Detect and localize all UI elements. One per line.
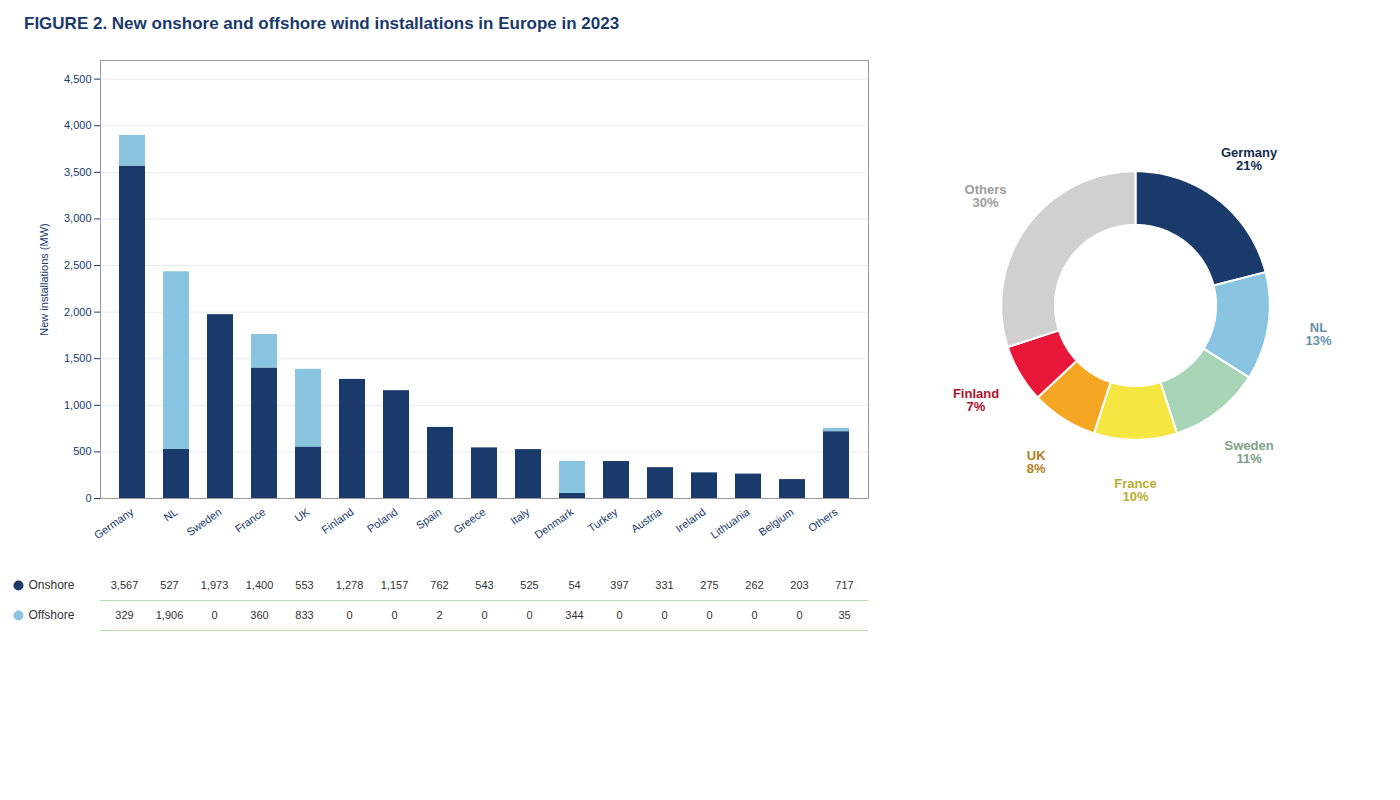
svg-text:762: 762: [430, 579, 448, 591]
svg-text:Denmark: Denmark: [532, 505, 576, 541]
svg-text:0: 0: [616, 609, 622, 621]
svg-text:1,000: 1,000: [64, 399, 92, 411]
svg-text:1,400: 1,400: [246, 579, 274, 591]
svg-text:Sweden: Sweden: [184, 505, 223, 538]
svg-text:553: 553: [295, 579, 313, 591]
svg-text:Ireland: Ireland: [673, 505, 707, 534]
svg-text:203: 203: [790, 579, 808, 591]
svg-text:3,000: 3,000: [64, 212, 92, 224]
svg-text:1,973: 1,973: [201, 579, 229, 591]
svg-text:4,000: 4,000: [64, 119, 92, 131]
svg-text:0: 0: [211, 609, 217, 621]
svg-text:0: 0: [481, 609, 487, 621]
svg-text:0: 0: [85, 492, 91, 504]
svg-text:Sweden11%: Sweden11%: [1225, 438, 1274, 466]
svg-text:Turkey: Turkey: [586, 505, 620, 534]
svg-text:0: 0: [661, 609, 667, 621]
svg-text:1,157: 1,157: [381, 579, 409, 591]
svg-text:2,000: 2,000: [64, 306, 92, 318]
svg-text:35: 35: [838, 609, 850, 621]
svg-text:329: 329: [115, 609, 133, 621]
svg-text:1,278: 1,278: [336, 579, 364, 591]
svg-text:NL: NL: [161, 505, 179, 523]
svg-text:New installations (MW): New installations (MW): [38, 223, 50, 335]
svg-text:Lithuania: Lithuania: [708, 505, 752, 541]
svg-text:344: 344: [565, 609, 583, 621]
svg-text:Finland7%: Finland7%: [953, 385, 999, 413]
svg-text:0: 0: [346, 609, 352, 621]
svg-text:397: 397: [610, 579, 628, 591]
svg-text:262: 262: [745, 579, 763, 591]
svg-text:2,500: 2,500: [64, 259, 92, 271]
svg-text:Others30%: Others30%: [965, 182, 1007, 210]
svg-text:NL13%: NL13%: [1306, 320, 1332, 348]
svg-text:Onshore: Onshore: [29, 578, 75, 592]
svg-text:54: 54: [568, 579, 580, 591]
svg-text:527: 527: [160, 579, 178, 591]
svg-text:Poland: Poland: [365, 505, 400, 534]
svg-text:Italy: Italy: [508, 505, 532, 527]
svg-text:0: 0: [706, 609, 712, 621]
svg-text:Greece: Greece: [451, 505, 487, 536]
svg-text:UK8%: UK8%: [1027, 448, 1046, 476]
svg-text:Austria: Austria: [629, 505, 665, 535]
svg-text:0: 0: [526, 609, 532, 621]
svg-text:2: 2: [436, 609, 442, 621]
svg-text:Germany: Germany: [92, 505, 136, 541]
svg-text:Offshore: Offshore: [29, 608, 75, 622]
svg-text:0: 0: [796, 609, 802, 621]
svg-text:360: 360: [250, 609, 268, 621]
svg-text:331: 331: [655, 579, 673, 591]
svg-text:Belgium: Belgium: [756, 505, 795, 538]
svg-text:Germany21%: Germany21%: [1221, 145, 1278, 173]
svg-text:Others: Others: [806, 505, 840, 534]
svg-text:717: 717: [835, 579, 853, 591]
svg-text:France: France: [233, 505, 268, 534]
svg-text:Spain: Spain: [414, 505, 444, 531]
svg-text:UK: UK: [292, 505, 312, 524]
svg-text:833: 833: [295, 609, 313, 621]
svg-text:500: 500: [73, 445, 91, 457]
svg-text:4,500: 4,500: [64, 73, 92, 85]
svg-text:0: 0: [391, 609, 397, 621]
svg-text:275: 275: [700, 579, 718, 591]
svg-text:1,500: 1,500: [64, 352, 92, 364]
svg-text:0: 0: [751, 609, 757, 621]
svg-text:3,567: 3,567: [111, 579, 139, 591]
svg-text:Finland: Finland: [319, 505, 355, 536]
svg-text:3,500: 3,500: [64, 166, 92, 178]
svg-text:France10%: France10%: [1114, 476, 1157, 504]
svg-text:543: 543: [475, 579, 493, 591]
svg-text:1,906: 1,906: [156, 609, 184, 621]
html-text:FIGURE 2. New onshore and offs: FIGURE 2. New onshore and offshore wind …: [24, 14, 620, 33]
svg-text:525: 525: [520, 579, 538, 591]
